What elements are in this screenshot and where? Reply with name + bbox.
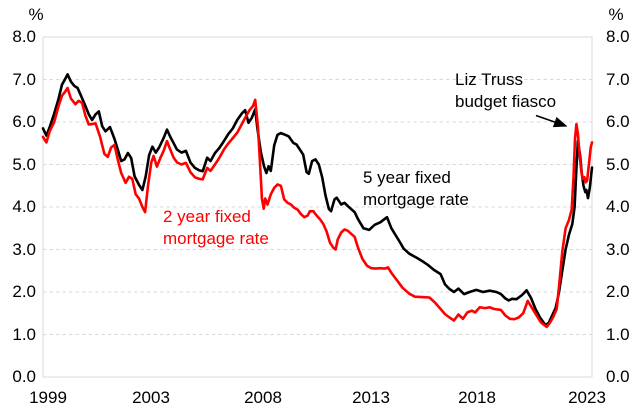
y-tick-right: 8.0 xyxy=(606,27,630,46)
y-tick-left: 4.0 xyxy=(12,197,36,216)
y-tick-left: 8.0 xyxy=(12,27,36,46)
series-label-2-year-line1: 2 year fixed xyxy=(163,207,251,226)
y-tick-left: 3.0 xyxy=(12,240,36,259)
y-tick-left: 1.0 xyxy=(12,325,36,344)
x-tick: 2023 xyxy=(568,388,606,407)
series-label-2-year: 2 year fixed mortgage rate xyxy=(163,206,269,250)
y-tick-right: 2.0 xyxy=(606,282,630,301)
x-tick: 1999 xyxy=(29,388,67,407)
y-tick-right: 1.0 xyxy=(606,325,630,344)
series-label-2-year-line2: mortgage rate xyxy=(163,229,269,248)
y-tick-right: 0.0 xyxy=(606,367,630,386)
series-label-5-year-line1: 5 year fixed xyxy=(363,168,451,187)
series-label-5-year: 5 year fixed mortgage rate xyxy=(363,167,469,211)
series-lines xyxy=(41,73,594,329)
y-tick-left: 5.0 xyxy=(12,155,36,174)
series-line-2-year xyxy=(41,86,594,329)
x-tick: 2013 xyxy=(352,388,390,407)
plot-border xyxy=(42,36,593,378)
annotation-arrow xyxy=(535,114,568,128)
y-tick-right: 4.0 xyxy=(606,197,630,216)
y-tick-right: 7.0 xyxy=(606,70,630,89)
y-tick-right: 5.0 xyxy=(606,155,630,174)
x-tick: 2018 xyxy=(458,388,496,407)
x-tick: 2008 xyxy=(244,388,282,407)
y-tick-left: 2.0 xyxy=(12,282,36,301)
y-tick-right: 6.0 xyxy=(606,112,630,131)
y-tick-right: 3.0 xyxy=(606,240,630,259)
y-tick-left: 0.0 xyxy=(12,367,36,386)
y-tick-left: 7.0 xyxy=(12,70,36,89)
series-line-5-year xyxy=(41,73,594,327)
annotation-line1: Liz Truss xyxy=(455,70,524,89)
series-label-5-year-line2: mortgage rate xyxy=(363,190,469,209)
x-tick: 2003 xyxy=(132,388,170,407)
y-tick-left: 6.0 xyxy=(12,112,36,131)
y-axis-unit-left: % xyxy=(28,5,44,24)
annotation-liz-truss: Liz Truss budget fiasco xyxy=(455,69,556,113)
y-axis-unit-right: % xyxy=(608,5,624,24)
annotation-line2: budget fiasco xyxy=(455,92,557,111)
gridlines xyxy=(43,79,592,335)
